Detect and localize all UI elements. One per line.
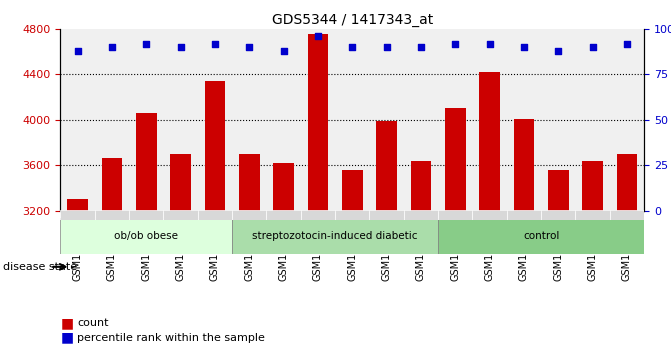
Point bbox=[587, 44, 598, 50]
Bar bbox=[479, 72, 500, 211]
Bar bbox=[514, 119, 534, 211]
Bar bbox=[273, 163, 294, 211]
Point bbox=[278, 48, 289, 54]
Bar bbox=[170, 154, 191, 211]
Text: ■: ■ bbox=[60, 316, 74, 330]
Text: disease state: disease state bbox=[3, 262, 77, 272]
FancyBboxPatch shape bbox=[60, 210, 95, 220]
Point bbox=[519, 44, 529, 50]
FancyBboxPatch shape bbox=[198, 210, 232, 220]
Point bbox=[209, 41, 220, 46]
Point bbox=[347, 44, 358, 50]
Bar bbox=[342, 170, 362, 211]
FancyBboxPatch shape bbox=[232, 210, 266, 220]
FancyBboxPatch shape bbox=[232, 218, 438, 254]
Point bbox=[450, 41, 461, 46]
Text: control: control bbox=[523, 231, 560, 241]
FancyBboxPatch shape bbox=[438, 210, 472, 220]
Point bbox=[484, 41, 495, 46]
FancyBboxPatch shape bbox=[404, 210, 438, 220]
Point bbox=[107, 44, 117, 50]
Point bbox=[175, 44, 186, 50]
Bar bbox=[239, 154, 260, 211]
FancyBboxPatch shape bbox=[95, 210, 129, 220]
FancyBboxPatch shape bbox=[60, 218, 232, 254]
FancyBboxPatch shape bbox=[507, 210, 541, 220]
FancyBboxPatch shape bbox=[301, 210, 335, 220]
Bar bbox=[136, 113, 156, 211]
Bar bbox=[205, 81, 225, 211]
Text: ob/ob obese: ob/ob obese bbox=[114, 231, 178, 241]
Point bbox=[621, 41, 632, 46]
FancyBboxPatch shape bbox=[370, 210, 404, 220]
Point bbox=[415, 44, 426, 50]
Bar bbox=[67, 199, 88, 211]
FancyBboxPatch shape bbox=[335, 210, 370, 220]
Point bbox=[141, 41, 152, 46]
FancyBboxPatch shape bbox=[576, 210, 610, 220]
Point bbox=[244, 44, 254, 50]
Bar bbox=[445, 109, 466, 211]
Title: GDS5344 / 1417343_at: GDS5344 / 1417343_at bbox=[272, 13, 433, 26]
Bar bbox=[411, 160, 431, 211]
Point bbox=[72, 48, 83, 54]
Bar bbox=[376, 121, 397, 211]
FancyBboxPatch shape bbox=[164, 210, 198, 220]
Bar bbox=[617, 154, 637, 211]
FancyBboxPatch shape bbox=[129, 210, 164, 220]
FancyBboxPatch shape bbox=[438, 218, 644, 254]
FancyBboxPatch shape bbox=[541, 210, 576, 220]
Point bbox=[381, 44, 392, 50]
Text: streptozotocin-induced diabetic: streptozotocin-induced diabetic bbox=[252, 231, 418, 241]
Point bbox=[553, 48, 564, 54]
FancyBboxPatch shape bbox=[472, 210, 507, 220]
FancyBboxPatch shape bbox=[266, 210, 301, 220]
Bar bbox=[548, 170, 568, 211]
Point bbox=[313, 33, 323, 39]
Bar bbox=[582, 160, 603, 211]
Text: count: count bbox=[77, 318, 109, 328]
Bar bbox=[307, 33, 328, 211]
Text: percentile rank within the sample: percentile rank within the sample bbox=[77, 333, 265, 343]
FancyBboxPatch shape bbox=[610, 210, 644, 220]
Text: ■: ■ bbox=[60, 331, 74, 344]
Bar bbox=[101, 158, 122, 211]
